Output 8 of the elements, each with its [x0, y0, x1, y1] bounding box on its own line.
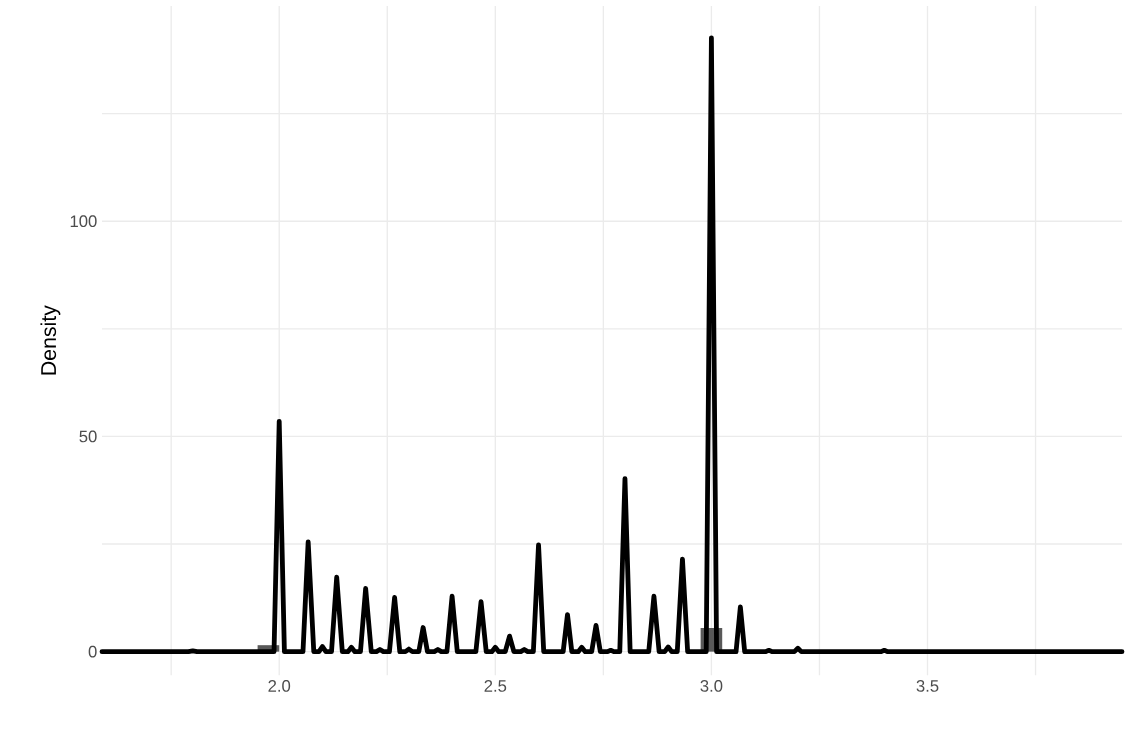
x-tick-label: 2.5: [484, 680, 507, 692]
y-tick-label: 50: [79, 430, 97, 443]
x-tick-label: 3.0: [700, 680, 723, 692]
y-tick-label: 100: [70, 215, 97, 228]
x-tick-label: 3.5: [916, 680, 939, 692]
y-axis-title: Density: [40, 305, 61, 375]
y-tick-label: 0: [88, 645, 97, 658]
x-tick-label: 2.0: [268, 680, 291, 692]
